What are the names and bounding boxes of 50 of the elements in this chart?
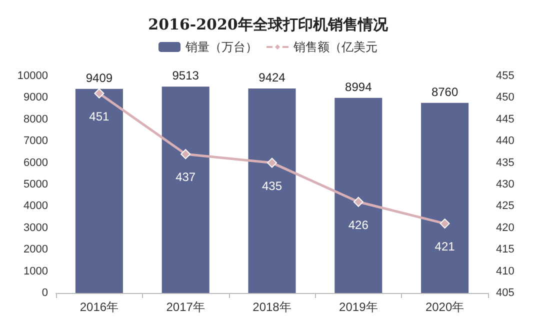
data-label: 421 xyxy=(434,240,456,254)
data-label: 9409 xyxy=(86,70,113,85)
data-label: 8760 xyxy=(431,84,458,99)
y-tick-label: 6000 xyxy=(24,156,48,169)
y-tick-label: 1000 xyxy=(24,265,48,278)
data-label: 437 xyxy=(176,170,196,184)
x-tick-label: 2018年 xyxy=(252,300,292,314)
y2-tick-label: 420 xyxy=(496,222,514,234)
y2-tick-label: 410 xyxy=(496,265,514,278)
y2-tick-label: 445 xyxy=(496,113,514,126)
x-tick-label: 2017年 xyxy=(166,300,205,314)
data-label: 435 xyxy=(262,178,282,193)
y-tick-label: 10000 xyxy=(17,70,48,82)
y2-tick-label: 425 xyxy=(496,200,514,212)
y2-tick-label: 450 xyxy=(496,92,514,104)
point xyxy=(440,218,450,229)
y2-tick-label: 435 xyxy=(496,156,514,169)
data-label: 8994 xyxy=(345,80,372,94)
legend-label: 销售额（亿美元 xyxy=(292,40,378,54)
point xyxy=(267,158,277,168)
bar xyxy=(75,88,123,293)
legend-label: 销量（万台） xyxy=(184,40,258,54)
y-tick-label: 5000 xyxy=(24,178,48,190)
x-tick-label: 2020年 xyxy=(425,300,464,314)
bar xyxy=(334,98,382,293)
y-tick-label: 4000 xyxy=(24,200,48,212)
bar xyxy=(248,88,296,293)
data-label: 426 xyxy=(348,218,369,232)
y-tick-label: 7000 xyxy=(24,135,48,148)
data-label: 9424 xyxy=(258,70,286,84)
y2-tick-label: 430 xyxy=(496,178,514,190)
y2-tick-label: 415 xyxy=(496,244,514,256)
x-tick-label: 2019年 xyxy=(339,300,378,314)
y2-tick-label: 455 xyxy=(496,70,514,82)
y-tick-label: 0 xyxy=(42,287,48,299)
point xyxy=(180,149,191,160)
y2-tick-label: 440 xyxy=(496,135,514,148)
x-tick-label: 2016年 xyxy=(80,300,119,314)
bar xyxy=(162,86,210,293)
data-label: 9513 xyxy=(172,68,200,83)
data-label: 451 xyxy=(89,109,110,124)
bar xyxy=(421,102,469,293)
point xyxy=(353,196,364,207)
chart-title: 2016-2020年全球打印机销售情况 xyxy=(148,16,389,34)
y-tick-label: 2000 xyxy=(24,244,48,256)
y-tick-label: 9000 xyxy=(24,92,48,104)
y-tick-label: 3000 xyxy=(24,222,48,234)
y-tick-label: 8000 xyxy=(24,113,48,126)
y2-tick-label: 405 xyxy=(496,287,514,299)
point xyxy=(94,88,104,98)
